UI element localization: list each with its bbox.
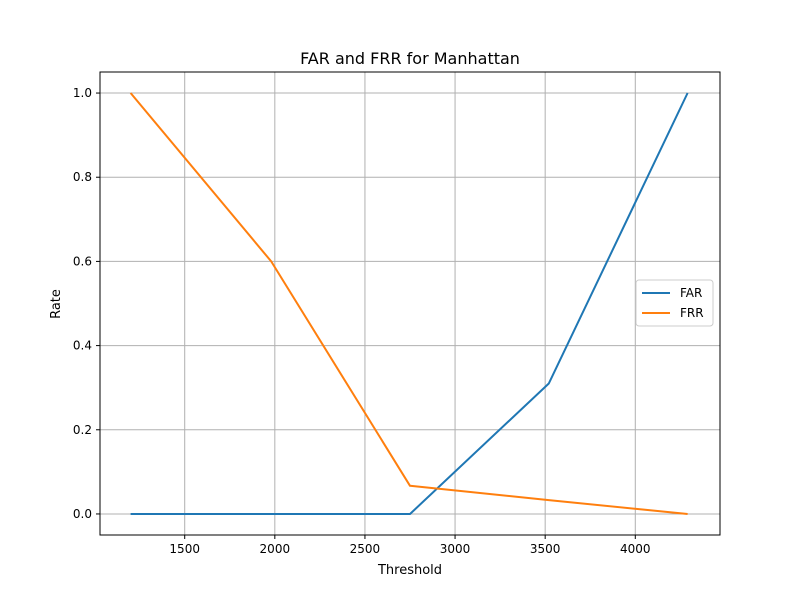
legend-box <box>635 279 714 327</box>
series-line-far <box>130 92 689 515</box>
y-tick-label: 0.8 <box>73 170 92 184</box>
y-tick-label: 0.0 <box>73 507 92 521</box>
grid-lines <box>100 72 720 535</box>
y-tick-label: 0.4 <box>73 339 92 353</box>
x-tick-label: 2000 <box>260 542 291 556</box>
x-tick-label: 3000 <box>440 542 471 556</box>
plot-frame <box>99 71 721 536</box>
y-tick-label: 0.2 <box>73 423 92 437</box>
x-axis-label: Threshold <box>377 563 442 578</box>
legend-label-far: FAR <box>680 286 702 300</box>
y-axis-label: Rate <box>49 289 64 319</box>
legend: FAR FRR <box>635 279 714 327</box>
x-tick-label: 3500 <box>530 542 561 556</box>
y-tick-label: 0.6 <box>73 254 92 268</box>
legend-label-frr: FRR <box>680 306 704 320</box>
x-tick-label: 2500 <box>350 542 381 556</box>
x-axis-ticks: 1500 2000 2500 3000 3500 4000 <box>169 535 651 556</box>
x-tick-label: 1500 <box>169 542 200 556</box>
series-lines <box>129 92 689 515</box>
y-tick-label: 1.0 <box>73 86 92 100</box>
chart-title: FAR and FRR for Manhattan <box>300 49 520 68</box>
series-line-frr <box>129 92 688 515</box>
x-tick-label: 4000 <box>620 542 651 556</box>
y-axis-ticks: 0.0 0.2 0.4 0.6 0.8 1.0 <box>73 86 100 521</box>
